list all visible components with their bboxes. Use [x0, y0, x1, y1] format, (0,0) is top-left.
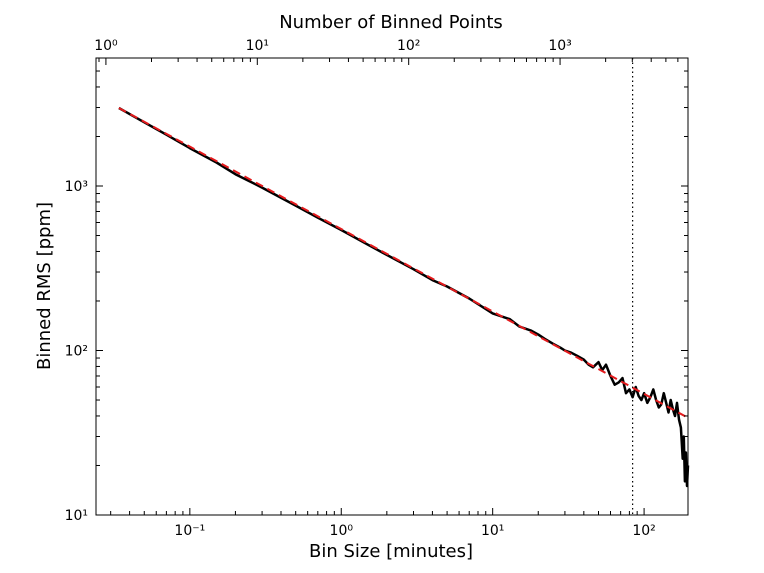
x-tick-label: 10¹ — [481, 523, 504, 539]
y-tick-label: 10² — [65, 344, 88, 360]
top-x-axis-title: Number of Binned Points — [279, 12, 503, 33]
top-x-tick-label: 10¹ — [246, 38, 269, 54]
top-x-tick-label: 10⁰ — [94, 38, 118, 54]
series-layer — [118, 58, 690, 515]
x-tick-label: 10² — [632, 523, 655, 539]
x-tick-label: 10⁻¹ — [174, 523, 205, 539]
y-tick-label: 10³ — [65, 179, 88, 195]
binned-rms-line — [118, 106, 690, 488]
top-x-tick-label: 10³ — [548, 38, 571, 54]
y-axis-title: Binned RMS [ppm] — [34, 202, 55, 370]
top-x-tick-label: 10² — [397, 38, 420, 54]
tick-layer: 10⁻¹ 10⁰ 10¹ 10² 10⁰ 10¹ 10² 10³ 10¹ 10² 10³ — [65, 38, 688, 539]
x-tick-label: 10⁰ — [330, 523, 354, 539]
plot-frame — [95, 57, 689, 516]
y-tick-label: 10¹ — [65, 508, 88, 524]
model-fit-line — [118, 107, 689, 419]
x-axis-title: Bin Size [minutes] — [309, 541, 473, 562]
